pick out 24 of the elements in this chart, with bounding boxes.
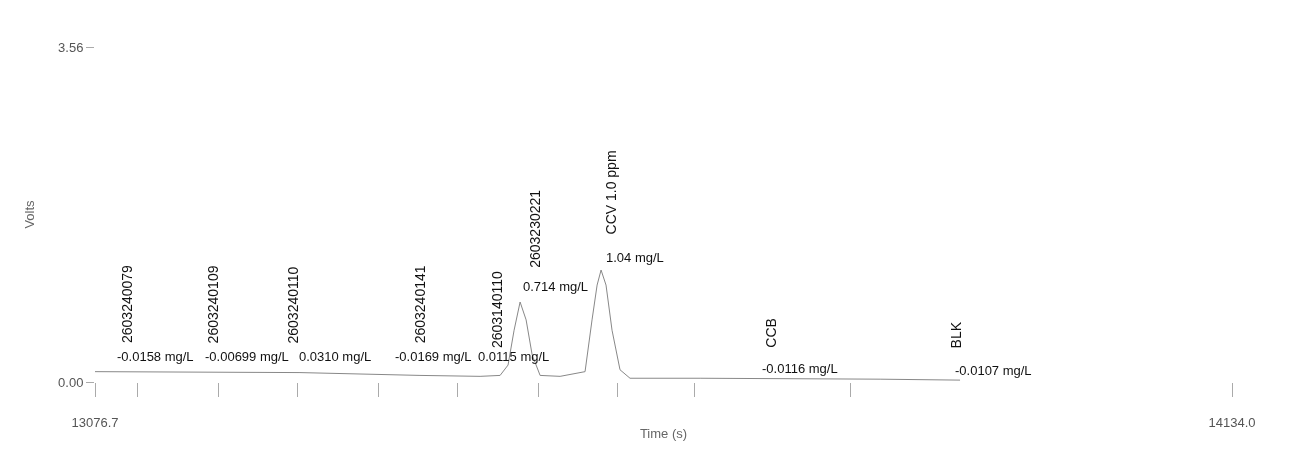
annotation: 2603240141 [412,265,429,344]
x-tick-label: 13076.7 [71,414,119,430]
annotation: 2603240110 [285,266,302,344]
annotation: 0.0115 mg/L [478,349,550,364]
annotation: 1.04 mg/L [606,250,664,265]
annotation: 2603240109 [205,265,222,344]
x-tick-label: 14134.0 [1208,414,1256,430]
annotation: -0.0169 mg/L [395,349,472,364]
y-tick-label: 0.00 [58,374,84,390]
annotation: CCB [763,318,780,348]
y-axis-title: Volts [22,199,38,229]
annotation: -0.0158 mg/L [117,349,194,364]
annotation: -0.0116 mg/L [762,361,838,376]
annotation: -0.00699 mg/L [205,349,289,364]
annotation: 0.714 mg/L [523,279,589,294]
y-tick-label: 3.56 [58,39,84,55]
annotation: BLK [948,321,965,349]
annotation: CCV 1.0 ppm [602,150,619,235]
x-axis-title: Time (s) [639,426,688,442]
annotation: 2603140110 [488,271,505,349]
annotation: 2603240079 [118,264,135,343]
annotation: -0.0107 mg/L [955,363,1032,378]
annotation: 2603230221 [527,189,544,268]
annotation: 0.0310 mg/L [299,349,372,364]
